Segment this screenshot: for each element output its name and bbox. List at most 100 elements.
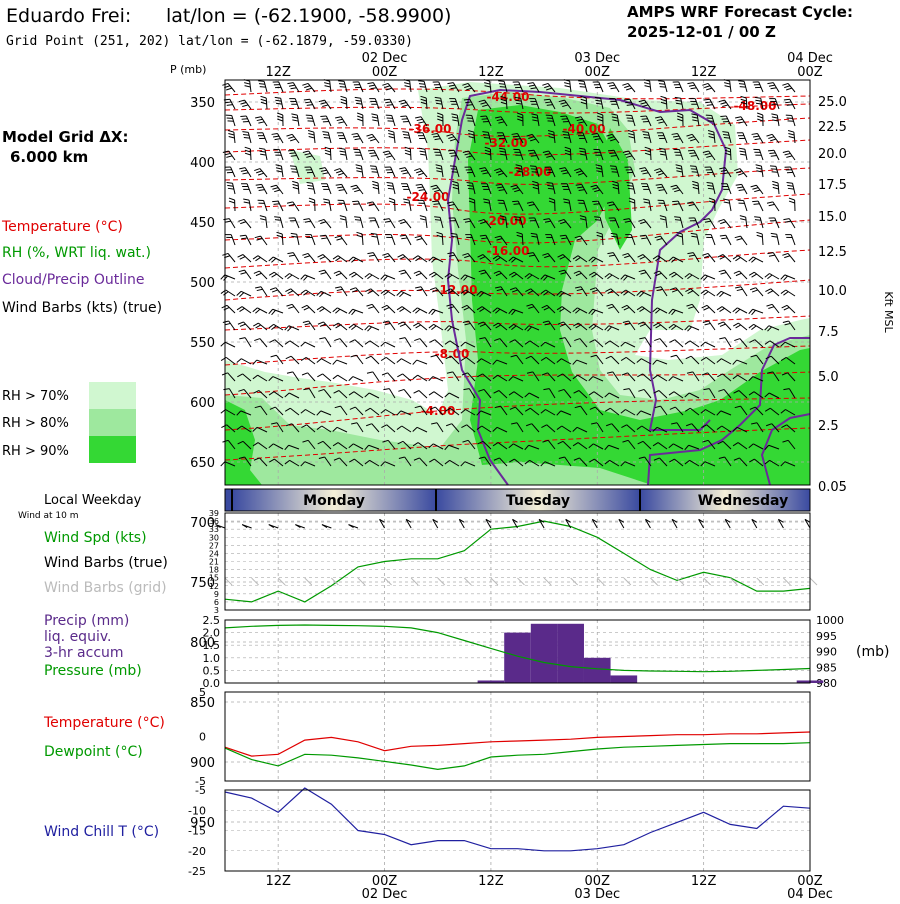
isotherm-label: -24.00 xyxy=(407,190,450,204)
bottom-date-label: 03 Dec xyxy=(574,887,620,900)
pressure-tick: 550 xyxy=(190,336,215,351)
pressure-tick-right: 980 xyxy=(816,677,837,690)
height-tick: 22.5 xyxy=(818,120,847,135)
height-tick: 7.5 xyxy=(818,325,839,340)
wind-tick: 24 xyxy=(209,549,219,558)
station-name: Eduardo Frei: xyxy=(6,5,131,27)
pressure-tick: 400 xyxy=(190,156,215,171)
wind-barb-grid xyxy=(491,578,498,585)
wind-barb-grid xyxy=(544,578,551,585)
precip-bar xyxy=(611,675,638,683)
chill-tick: -10 xyxy=(188,804,206,817)
pressure-label: Pressure (mb) xyxy=(44,663,142,679)
pressure-tick-right: 990 xyxy=(816,646,837,659)
pressure-tick: 600 xyxy=(190,396,215,411)
height-tick: 12.5 xyxy=(818,245,847,260)
station-latlon: lat/lon = (-62.1900, -58.9900) xyxy=(166,5,451,27)
top-date-label: 04 Dec xyxy=(787,51,833,66)
wind-barb-grid xyxy=(252,578,259,585)
legend-wind: Wind Barbs (kts) (true) xyxy=(2,300,162,316)
cycle-label: AMPS WRF Forecast Cycle: xyxy=(627,3,853,21)
temp-tick: 0 xyxy=(199,731,206,744)
wind-10m-label: Wind at 10 m xyxy=(18,511,78,521)
dewpoint-line xyxy=(225,743,810,770)
day-label: Tuesday xyxy=(506,493,570,509)
chill-tick: -25 xyxy=(188,865,206,878)
day-label: Monday xyxy=(303,493,365,509)
height-tick: 20.0 xyxy=(818,147,847,162)
height-tick: 10.0 xyxy=(818,284,847,299)
isotherm-label: -36.00 xyxy=(409,122,452,136)
wind-barb-grid xyxy=(783,578,790,585)
wind-spd-label: Wind Spd (kts) xyxy=(44,530,147,546)
height-tick: 5.0 xyxy=(818,370,839,385)
chill-tick: -20 xyxy=(188,845,206,858)
legend-temperature: Temperature (°C) xyxy=(1,219,123,235)
rh80-label: RH > 80% xyxy=(2,416,69,431)
wind-barb-grid xyxy=(358,578,365,585)
precip-tick: 0.5 xyxy=(203,664,221,677)
rh80-swatch xyxy=(89,409,136,436)
top-hour-label: 00Z xyxy=(585,65,611,80)
wind-chill-label: Wind Chill T (°C) xyxy=(44,824,159,840)
wind-barb-grid xyxy=(704,578,711,585)
precip-tick: 1.5 xyxy=(203,639,221,652)
top-hour-label: 00Z xyxy=(797,65,823,80)
wind-tick: 33 xyxy=(209,525,219,534)
top-hour-label: 12Z xyxy=(265,65,291,80)
wind-tick: 21 xyxy=(209,558,219,567)
rh70-swatch xyxy=(89,382,136,409)
precip-label: Precip (mm) xyxy=(44,613,129,629)
precip-bar xyxy=(531,624,558,683)
local-weekday-label: Local Weekday xyxy=(44,493,142,508)
height-axis-label: Kft MSL xyxy=(882,291,895,333)
pressure-tick-right: 995 xyxy=(816,630,837,643)
wind-barb-grid xyxy=(650,578,657,585)
pressure-tick-right: 1000 xyxy=(816,614,844,627)
isotherm-label: -48.00 xyxy=(734,99,777,113)
top-date-label: 03 Dec xyxy=(574,51,620,66)
wind-tick: 12 xyxy=(209,582,219,591)
bottom-hour-label: 12Z xyxy=(691,874,717,889)
day-bar-lead xyxy=(225,489,232,511)
dewpoint-panel-label: Dewpoint (°C) xyxy=(44,744,143,760)
wind-tick: 30 xyxy=(209,533,219,542)
top-hour-label: 00Z xyxy=(372,65,398,80)
wind-barb-grid xyxy=(278,578,285,585)
isotherm-label: -16.00 xyxy=(487,244,530,258)
cycle-value: 2025-12-01 / 00 Z xyxy=(627,23,776,41)
wind-barb-grid xyxy=(464,578,471,585)
rh90-label: RH > 90% xyxy=(2,444,69,459)
height-tick: 17.5 xyxy=(818,178,847,193)
pressure-tick: 650 xyxy=(190,456,215,471)
top-hour-label: 12Z xyxy=(691,65,717,80)
wind-barb-grid xyxy=(757,578,764,585)
chill-panel-frame xyxy=(225,790,810,871)
wind-tick: 27 xyxy=(209,541,219,550)
temp-panel-frame xyxy=(225,692,810,781)
model-grid-value: 6.000 km xyxy=(10,148,88,166)
wind-barb-grid xyxy=(624,578,631,585)
wind-tick: 15 xyxy=(209,574,219,583)
pressure-tick: 900 xyxy=(190,756,215,771)
bottom-date-label: 02 Dec xyxy=(362,887,408,900)
rh90-swatch xyxy=(89,436,136,463)
wind-barb-grid xyxy=(305,578,312,585)
wind-barbs-grid-label: Wind Barbs (grid) xyxy=(44,580,167,596)
precip-tick: 2.0 xyxy=(203,627,221,640)
wind-barb-grid xyxy=(518,578,525,585)
top-date-label: 02 Dec xyxy=(362,51,408,66)
wind-barb-grid xyxy=(385,578,392,585)
precip-tick: 2.5 xyxy=(203,614,221,627)
wind-barb-grid xyxy=(225,578,232,585)
precip-tick: 1.0 xyxy=(203,652,221,665)
grid-point: Grid Point (251, 202) lat/lon = (-62.187… xyxy=(6,34,413,49)
wind-barb-grid xyxy=(438,578,445,585)
rh70-label: RH > 70% xyxy=(2,389,69,404)
wind-tick: 18 xyxy=(209,566,219,575)
model-grid-label: Model Grid ΔX: xyxy=(2,128,129,146)
wind-tick: 39 xyxy=(209,509,219,518)
wind-barb-grid xyxy=(411,578,418,585)
top-hour-label: 12Z xyxy=(478,65,504,80)
